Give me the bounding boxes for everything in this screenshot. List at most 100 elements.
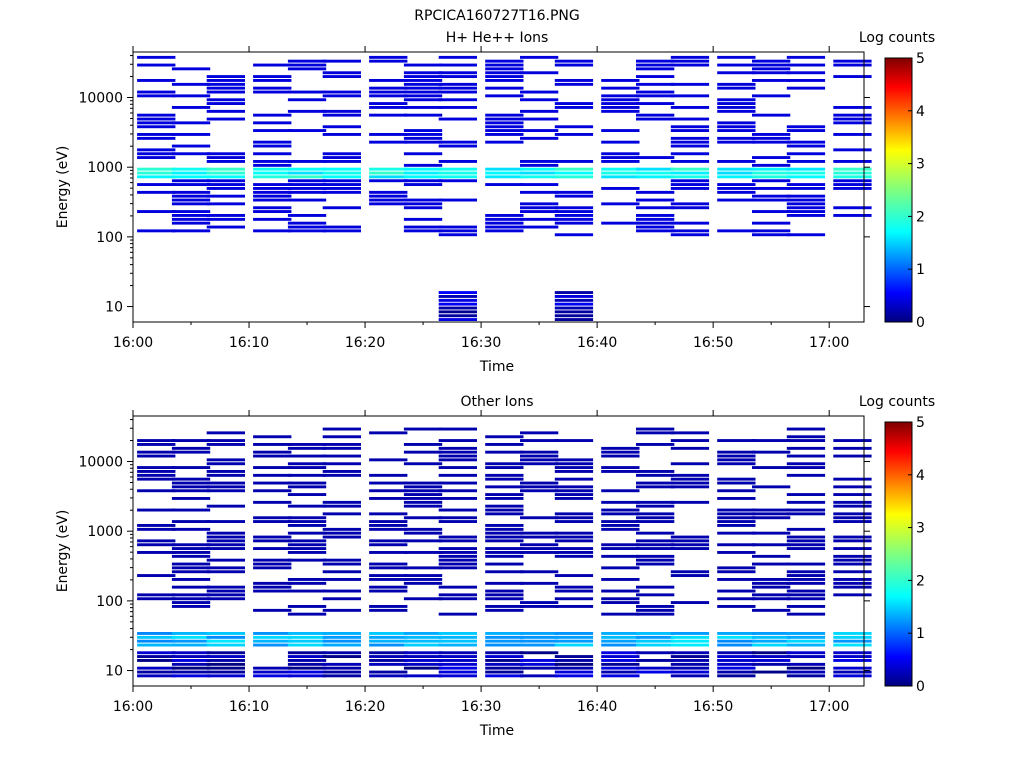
heatmap-cell <box>403 450 443 454</box>
heatmap-cell <box>438 71 477 75</box>
heatmap-cell <box>137 635 176 639</box>
heatmap-cell <box>717 578 756 581</box>
colorbar-label: Log counts <box>859 394 935 410</box>
heatmap-cell <box>752 439 791 442</box>
heatmap-cell <box>752 59 791 63</box>
heatmap-cell <box>520 71 559 75</box>
heatmap-cell <box>171 674 211 678</box>
heatmap-cell <box>636 562 675 566</box>
heatmap-cell <box>438 508 477 512</box>
heatmap-cell <box>520 206 559 210</box>
heatmap-cell <box>137 473 176 477</box>
heatmap-cell <box>670 570 710 574</box>
heatmap-cell <box>322 462 361 466</box>
heatmap-cell <box>403 82 443 86</box>
heatmap-cell <box>403 63 443 67</box>
heatmap-cell <box>752 94 791 98</box>
heatmap-cell <box>717 566 756 570</box>
heatmap-cell <box>438 535 477 539</box>
heatmap-cell <box>171 198 211 202</box>
heatmap-cell <box>485 466 524 469</box>
heatmap-cell <box>403 202 443 206</box>
heatmap-cell <box>403 129 443 132</box>
heatmap-cell <box>485 581 524 585</box>
heatmap-cell <box>322 635 361 639</box>
heatmap-cell <box>403 674 443 678</box>
heatmap-cell <box>438 75 477 78</box>
heatmap-cell <box>520 171 559 175</box>
heatmap-cell <box>206 643 245 647</box>
heatmap-cell <box>520 551 559 554</box>
heatmap-cell <box>206 160 245 163</box>
heatmap-cell <box>833 187 872 190</box>
heatmap-cell <box>322 94 361 98</box>
heatmap-cell <box>833 493 872 496</box>
colorbar: Log counts 0 1 2 3 4 5 <box>859 30 935 331</box>
y-tick-label: 1000 <box>87 160 123 176</box>
heatmap-cell <box>171 94 211 98</box>
heatmap-cell <box>786 500 826 504</box>
heatmap-cell <box>438 229 477 233</box>
heatmap-cell <box>670 167 710 171</box>
heatmap-cell <box>833 554 872 558</box>
heatmap-cell <box>322 500 361 504</box>
heatmap-cell <box>636 217 675 221</box>
heatmap-cell <box>403 635 443 639</box>
heatmap-cell <box>403 581 443 585</box>
heatmap-cell <box>601 466 640 469</box>
heatmap-cell <box>287 639 327 643</box>
heatmap-cell <box>554 306 594 310</box>
heatmap-cell <box>601 94 640 98</box>
heatmap-cell <box>403 527 443 531</box>
heatmap-cell <box>287 651 327 655</box>
heatmap-cell <box>554 659 594 662</box>
heatmap-cell <box>717 121 756 125</box>
heatmap-cell <box>403 217 443 221</box>
heatmap-cell <box>253 589 292 593</box>
heatmap-cell <box>752 516 791 520</box>
heatmap-cell <box>554 493 594 496</box>
heatmap-cell <box>438 171 477 175</box>
heatmap-cell <box>171 179 211 183</box>
heatmap-cell <box>287 493 327 496</box>
heatmap-cell <box>253 435 292 439</box>
heatmap-cell <box>717 106 756 109</box>
heatmap-cell <box>171 597 211 601</box>
heatmap-cell <box>554 520 594 523</box>
y-tick-label: 1000 <box>87 524 123 540</box>
heatmap-cell <box>485 86 524 90</box>
y-axis-ticks: 10 100 1000 10000 <box>78 55 870 316</box>
heatmap-cell <box>670 485 710 489</box>
heatmap-cell <box>485 524 524 527</box>
heatmap-cell <box>485 655 524 658</box>
heatmap-cell <box>752 198 791 202</box>
heatmap-cell <box>253 206 292 210</box>
heatmap-cell <box>554 512 594 516</box>
heatmap-cell <box>438 516 477 520</box>
heatmap-cell <box>287 485 327 489</box>
heatmap-cell <box>171 662 211 666</box>
heatmap-cell <box>636 175 675 179</box>
heatmap-cell <box>253 217 292 221</box>
heatmap-cell <box>786 214 826 217</box>
heatmap-cell <box>438 106 477 109</box>
heatmap-cell <box>438 144 477 148</box>
heatmap-cell <box>438 481 477 485</box>
heatmap-cell <box>670 473 710 477</box>
heatmap-cell <box>636 443 675 446</box>
heatmap-cell <box>206 117 245 121</box>
heatmap-cell <box>670 55 710 59</box>
heatmap-cell <box>369 562 408 566</box>
heatmap-cell <box>752 562 791 566</box>
heatmap-cell <box>752 632 791 635</box>
heatmap-cell <box>369 194 408 198</box>
heatmap-cell <box>601 524 640 527</box>
heatmap-cell <box>438 566 477 570</box>
heatmap-cell <box>752 221 791 225</box>
heatmap-cell <box>369 140 408 144</box>
heatmap-cell <box>322 171 361 175</box>
heatmap-cell <box>403 489 443 493</box>
heatmap-cell <box>438 666 477 670</box>
heatmap-cell <box>287 98 327 102</box>
heatmap-cell <box>438 639 477 643</box>
